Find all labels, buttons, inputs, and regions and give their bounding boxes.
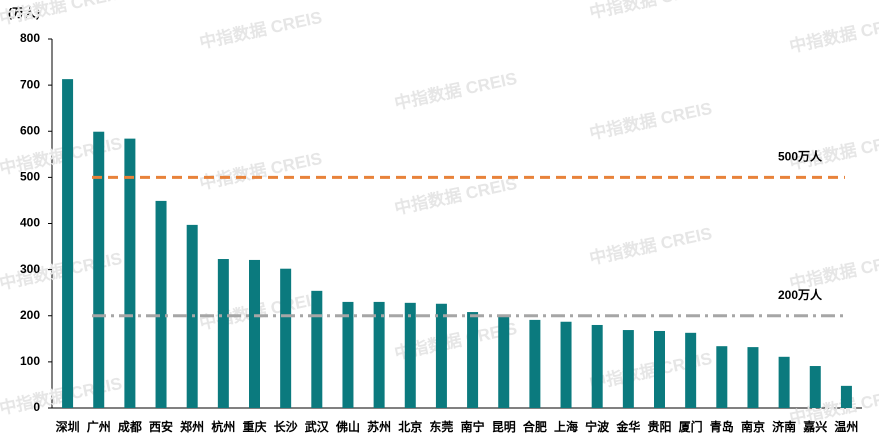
bar — [529, 319, 541, 408]
y-tick-label: 100 — [20, 354, 40, 368]
reference-label: 500万人 — [778, 149, 823, 164]
bar — [435, 303, 447, 408]
x-tick-label: 成都 — [118, 419, 142, 434]
bar — [373, 301, 385, 408]
watermark: 中指数据 CREIS — [198, 7, 324, 52]
bar — [747, 347, 759, 408]
watermark: 中指数据 CREIS — [788, 248, 879, 293]
y-unit: (万人) — [8, 5, 40, 20]
watermark: 中指数据 CREIS — [393, 68, 519, 113]
x-tick-label: 南京 — [741, 419, 765, 434]
bar — [280, 268, 292, 408]
y-tick-label: 700 — [20, 77, 40, 91]
x-tick-label: 青岛 — [710, 419, 734, 434]
watermark: 中指数据 CREIS — [393, 173, 519, 218]
watermark: 中指数据 CREIS — [198, 288, 324, 333]
x-tick-label: 贵阳 — [647, 419, 671, 434]
y-tick-label: 300 — [20, 262, 40, 276]
bar — [591, 324, 603, 408]
x-tick-label: 昆明 — [492, 420, 516, 434]
watermark: 中指数据 CREIS — [588, 0, 714, 22]
x-tick-label: 苏州 — [367, 419, 391, 434]
x-tick-label: 重庆 — [242, 419, 266, 434]
bar — [342, 301, 354, 408]
bar — [217, 259, 229, 408]
x-tick-label: 温州 — [834, 420, 858, 434]
watermark: 中指数据 CREIS — [0, 373, 124, 418]
y-tick-label: 800 — [20, 31, 40, 45]
bar — [498, 315, 510, 408]
x-tick-label: 杭州 — [211, 419, 235, 434]
bar — [311, 290, 323, 408]
bar — [809, 366, 821, 408]
watermark: 中指数据 CREIS — [0, 248, 124, 293]
bar — [716, 346, 728, 408]
bar — [155, 200, 167, 408]
x-tick-label: 武汉 — [305, 419, 330, 434]
x-tick-label: 深圳 — [56, 419, 80, 434]
x-tick-label: 厦门 — [679, 419, 703, 434]
bar — [560, 321, 572, 408]
x-tick-label: 金华 — [615, 419, 640, 434]
watermark: 中指数据 CREIS — [588, 223, 714, 268]
y-tick-label: 600 — [20, 123, 40, 137]
x-tick-label: 广州 — [87, 419, 111, 434]
y-tick-label: 0 — [33, 400, 40, 414]
bar — [62, 79, 74, 408]
bar — [654, 330, 665, 408]
reference-label: 200万人 — [778, 287, 823, 302]
watermark: 中指数据 CREIS — [788, 383, 879, 428]
x-tick-label: 南宁 — [461, 419, 485, 434]
bar — [249, 259, 260, 408]
watermark: 中指数据 CREIS — [588, 98, 714, 143]
x-tick-label: 郑州 — [180, 419, 204, 434]
x-tick-label: 济南 — [772, 419, 796, 434]
bar — [467, 312, 479, 408]
watermark: 中指数据 CREIS — [0, 0, 124, 28]
watermark: 中指数据 CREIS — [198, 148, 324, 193]
x-tick-label: 佛山 — [335, 419, 360, 434]
x-tick-label: 长沙 — [274, 419, 298, 434]
bar — [685, 332, 697, 408]
x-tick-label: 上海 — [554, 419, 578, 434]
watermark: 中指数据 CREIS — [0, 133, 124, 178]
y-tick-label: 200 — [20, 308, 40, 322]
x-tick-label: 东莞 — [429, 419, 453, 434]
x-tick-label: 宁波 — [585, 419, 610, 434]
bar — [840, 385, 852, 408]
x-tick-label: 合肥 — [523, 419, 547, 434]
x-tick-label: 西安 — [149, 419, 173, 434]
watermark: 中指数据 CREIS — [788, 11, 879, 56]
x-tick-label: 北京 — [398, 419, 422, 434]
y-tick-label: 500 — [20, 170, 40, 184]
bar — [404, 302, 416, 408]
y-tick-label: 400 — [20, 216, 40, 230]
bar — [778, 356, 790, 408]
bar — [622, 330, 634, 408]
bar — [93, 131, 105, 408]
x-tick-label: 嘉兴 — [802, 419, 827, 434]
bar — [124, 138, 136, 408]
